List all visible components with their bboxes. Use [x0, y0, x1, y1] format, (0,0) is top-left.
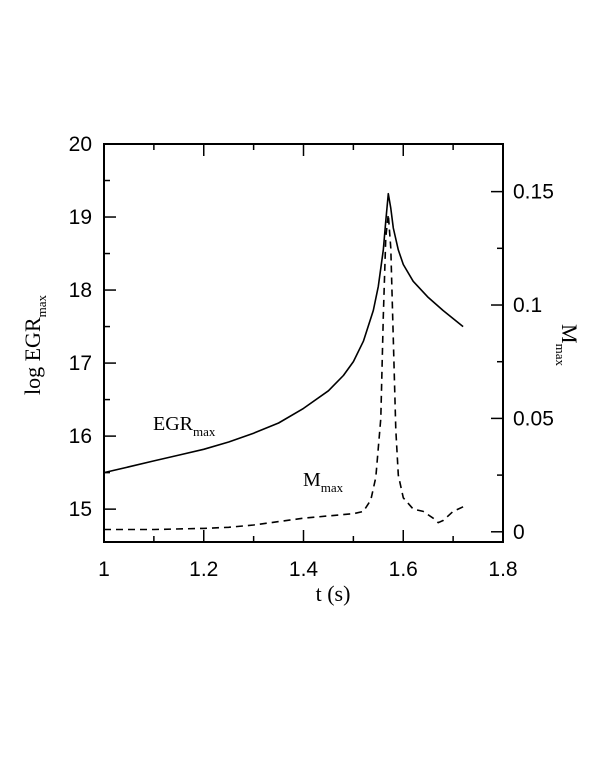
y-right-tick-label: 0.1: [513, 294, 542, 317]
annotation-m-max: Mmax: [303, 469, 344, 495]
y-axis-title-right: Mmax: [553, 324, 582, 366]
axis-tick-labels: 1 1.2 1.4 1.6 1.8 15 16 17 18 19 20 0 0.05 0.1 0.15: [69, 133, 554, 581]
y-left-tick-label: 17: [69, 352, 92, 375]
x-axis-title: t (s): [316, 581, 351, 606]
series-line-m-max: [104, 213, 464, 531]
y-right-tick-label: 0.15: [513, 181, 554, 204]
x-tick-label: 1.4: [289, 558, 319, 581]
y-left-tick-label: 15: [69, 498, 92, 521]
y-left-tick-label: 20: [69, 133, 92, 156]
y-left-tick-label: 16: [69, 425, 92, 448]
y-left-tick-label: 19: [69, 206, 92, 229]
x-tick-label: 1.8: [488, 558, 517, 581]
y-axis-title-left: log EGRmax: [20, 295, 49, 396]
axis-ticks: [103, 143, 504, 542]
annotation-egr-max: EGRmax: [153, 413, 216, 439]
x-tick-label: 1.2: [189, 558, 218, 581]
series-line-egr-max: [103, 192, 464, 474]
x-tick-label: 1.6: [389, 558, 418, 581]
y-right-tick-label: 0.05: [513, 407, 554, 430]
y-right-tick-label: 0: [513, 521, 525, 544]
y-left-tick-label: 18: [69, 279, 92, 302]
x-tick-label: 1: [98, 558, 110, 581]
series-lines: [103, 192, 464, 531]
